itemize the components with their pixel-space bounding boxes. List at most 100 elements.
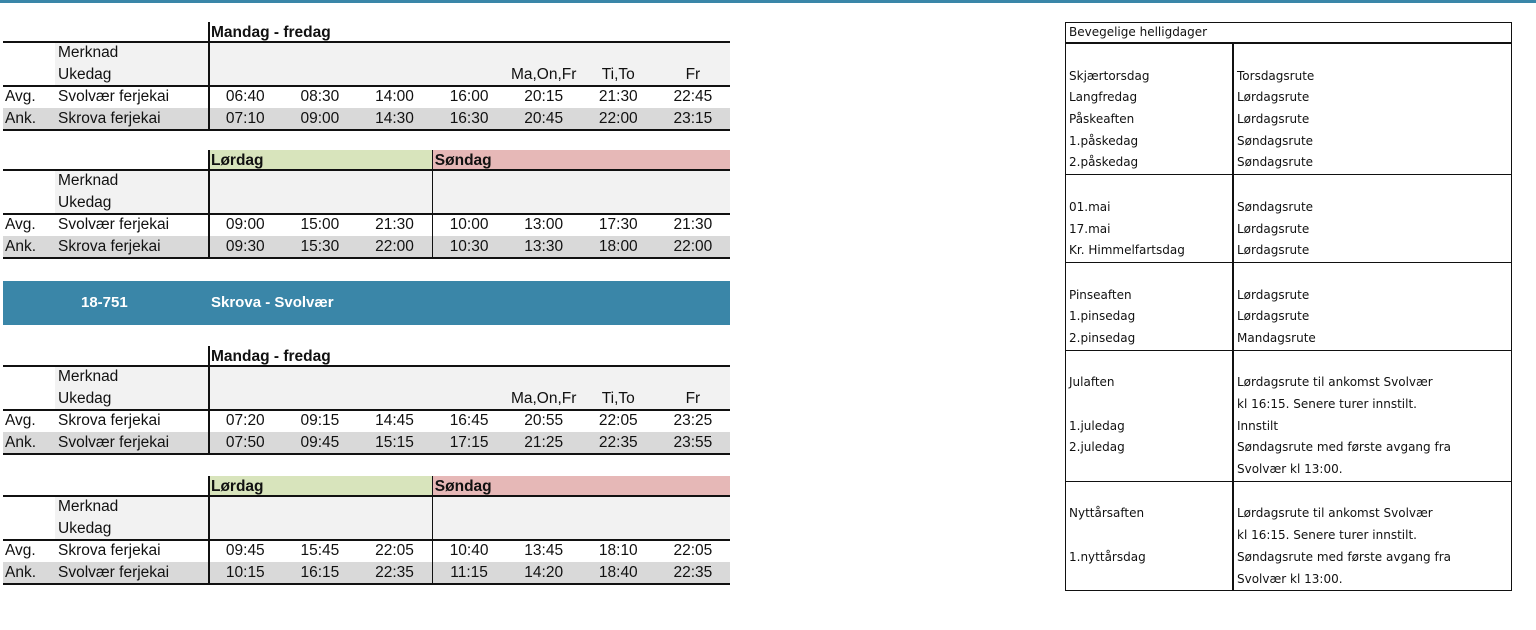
holiday-route: Søndagsrute: [1237, 199, 1314, 214]
holiday-route: kl 16:15. Senere turer innstilt.: [1237, 397, 1417, 411]
holiday-route: Lørdagsrute: [1237, 309, 1310, 324]
stop-name: Skrova ferjekai: [58, 110, 161, 127]
holiday-route: [1233, 351, 1237, 373]
column-divider: [208, 22, 210, 130]
day-header: Søndag: [431, 150, 731, 172]
holiday-name: Langfredag: [1069, 90, 1138, 105]
time-cell: 21:30: [598, 88, 638, 105]
holiday-route: Lørdagsrute: [1237, 287, 1310, 302]
holiday-name: [1066, 263, 1233, 285]
time-cell: 11:15: [450, 564, 488, 581]
merknad-label: Merknad: [58, 44, 119, 61]
day-header-row: Mandag - fredag: [3, 346, 730, 368]
weekday-value: [432, 192, 507, 214]
holiday-route: Lørdagsrute: [1237, 221, 1310, 236]
time-cell: 22:00: [598, 110, 638, 127]
holiday-row: kl 16:15. Senere turer innstilt.: [1066, 525, 1511, 547]
weekday-value: [357, 388, 432, 410]
holiday-row: Kr. Himmelfartsdag Lørdagsrute: [1066, 240, 1511, 262]
weekday-value: [208, 64, 283, 86]
holiday-route: Søndagsrute: [1237, 133, 1314, 148]
note-row: Merknad: [3, 496, 730, 518]
time-cell: 15:00: [300, 216, 340, 233]
table-row: Ank. Svolvær ferjekai 07:50 09:45 15:15 17:15…: [3, 432, 730, 454]
table-row: Avg. Skrova ferjekai 09:45 15:45 22:05 10:40 1…: [3, 540, 730, 562]
time-cell: 10:30: [449, 238, 489, 255]
day-header: Lørdag: [208, 150, 432, 172]
holiday-row: Julaften Lørdagsrute til ankomst Svolvær: [1066, 372, 1511, 394]
column-divider: [1232, 481, 1234, 591]
stop-name: Svolvær ferjekai: [58, 434, 170, 451]
ukedag-label: Ukedag: [58, 66, 112, 83]
holiday-name: Nyttårsaften: [1069, 506, 1145, 521]
weekday-value: [283, 388, 358, 410]
stop-name: Svolvær ferjekai: [58, 88, 170, 105]
time-cell: 09:45: [300, 434, 340, 451]
holiday-group: Julaften Lørdagsrute til ankomst Svolvær k…: [1066, 349, 1511, 481]
holiday-row: Langfredag Lørdagsrute: [1066, 87, 1511, 109]
timetable-block: Mandag - fredag Merknad Ukedag Ma,On,Fr Ti,T…: [3, 22, 730, 132]
table-row: Ank. Svolvær ferjekai 10:15 16:15 22:35 11:15…: [3, 562, 730, 584]
time-cell: 21:25: [524, 434, 564, 451]
holiday-row: Påskeaften Lørdagsrute: [1066, 109, 1511, 131]
holiday-route: Svolvær kl 13:00.: [1237, 571, 1343, 586]
holiday-row: 1.påskedag Søndagsrute: [1066, 131, 1511, 153]
table-row: Ank. Skrova ferjekai 09:30 15:30 22:00 10:30 1…: [3, 236, 730, 258]
holiday-row: [1066, 175, 1511, 197]
divider: [3, 539, 730, 541]
time-cell: 07:50: [225, 434, 265, 451]
time-cell: 22:05: [375, 542, 414, 559]
weekday-value: [432, 388, 507, 410]
time-cell: 17:30: [598, 216, 638, 233]
holiday-route: Søndagsrute med første avgang fra: [1237, 440, 1451, 455]
time-cell: 08:30: [300, 88, 340, 105]
holiday-name: Skjærtorsdag: [1069, 68, 1150, 83]
route-number: 18-751: [81, 294, 128, 311]
holiday-row: [1066, 351, 1511, 373]
time-cell: 18:40: [598, 564, 638, 581]
day-header: Søndag: [431, 476, 731, 498]
divider: [3, 495, 730, 497]
holiday-group: Pinseaften Lørdagsrute 1.pinsedag Lørdagsru…: [1066, 261, 1511, 350]
holiday-route: Lørdagsrute: [1237, 243, 1310, 258]
weekday-value: Ma,On,Fr: [510, 66, 577, 83]
day-header: Mandag - fredag: [211, 348, 331, 365]
holiday-route: [1233, 482, 1237, 504]
time-cell: 23:25: [673, 412, 713, 429]
weekday-value: [208, 518, 283, 540]
note-bg: [55, 170, 730, 192]
time-cell: 09:45: [225, 542, 265, 559]
column-divider: [208, 476, 210, 584]
time-cell: 20:55: [524, 412, 564, 429]
holiday-row: 1.pinsedag Lørdagsrute: [1066, 306, 1511, 328]
column-divider: [208, 150, 210, 258]
row-type: Ank.: [5, 434, 37, 451]
weekday-bg: [55, 64, 730, 86]
time-cell: 22:35: [375, 564, 414, 581]
stop-name: Svolvær ferjekai: [58, 216, 170, 233]
divider: [3, 85, 730, 87]
weekday-value: [506, 518, 581, 540]
weekday-row: Ukedag: [3, 192, 730, 214]
holiday-name: 2.påskedag: [1069, 155, 1139, 170]
weekday-row: Ukedag Ma,On,Fr Ti,To Fr: [3, 388, 730, 410]
divider: [3, 213, 730, 215]
weekday-value: [656, 192, 731, 214]
holiday-name: [1066, 175, 1233, 197]
column-divider: [208, 346, 210, 454]
divider: [3, 257, 730, 259]
time-cell: 20:45: [524, 110, 564, 127]
holiday-row: 01.mai Søndagsrute: [1066, 197, 1511, 219]
weekday-value: Fr: [685, 66, 701, 83]
weekday-bg: [55, 388, 730, 410]
weekday-value: [357, 64, 432, 86]
time-cell: 22:35: [673, 564, 713, 581]
holiday-route: [1233, 263, 1237, 285]
route-banner: 18-751 Skrova - Svolvær: [3, 281, 730, 325]
time-cell: 22:00: [375, 238, 414, 255]
holiday-group: Nyttårsaften Lørdagsrute til ankomst Svol…: [1066, 480, 1511, 591]
holiday-name: [1066, 459, 1233, 481]
weekday-bg: [55, 192, 730, 214]
table-row: Avg. Skrova ferjekai 07:20 09:15 14:45 16:45 2…: [3, 410, 730, 432]
holiday-row: 1.juledag Innstilt: [1066, 416, 1511, 438]
